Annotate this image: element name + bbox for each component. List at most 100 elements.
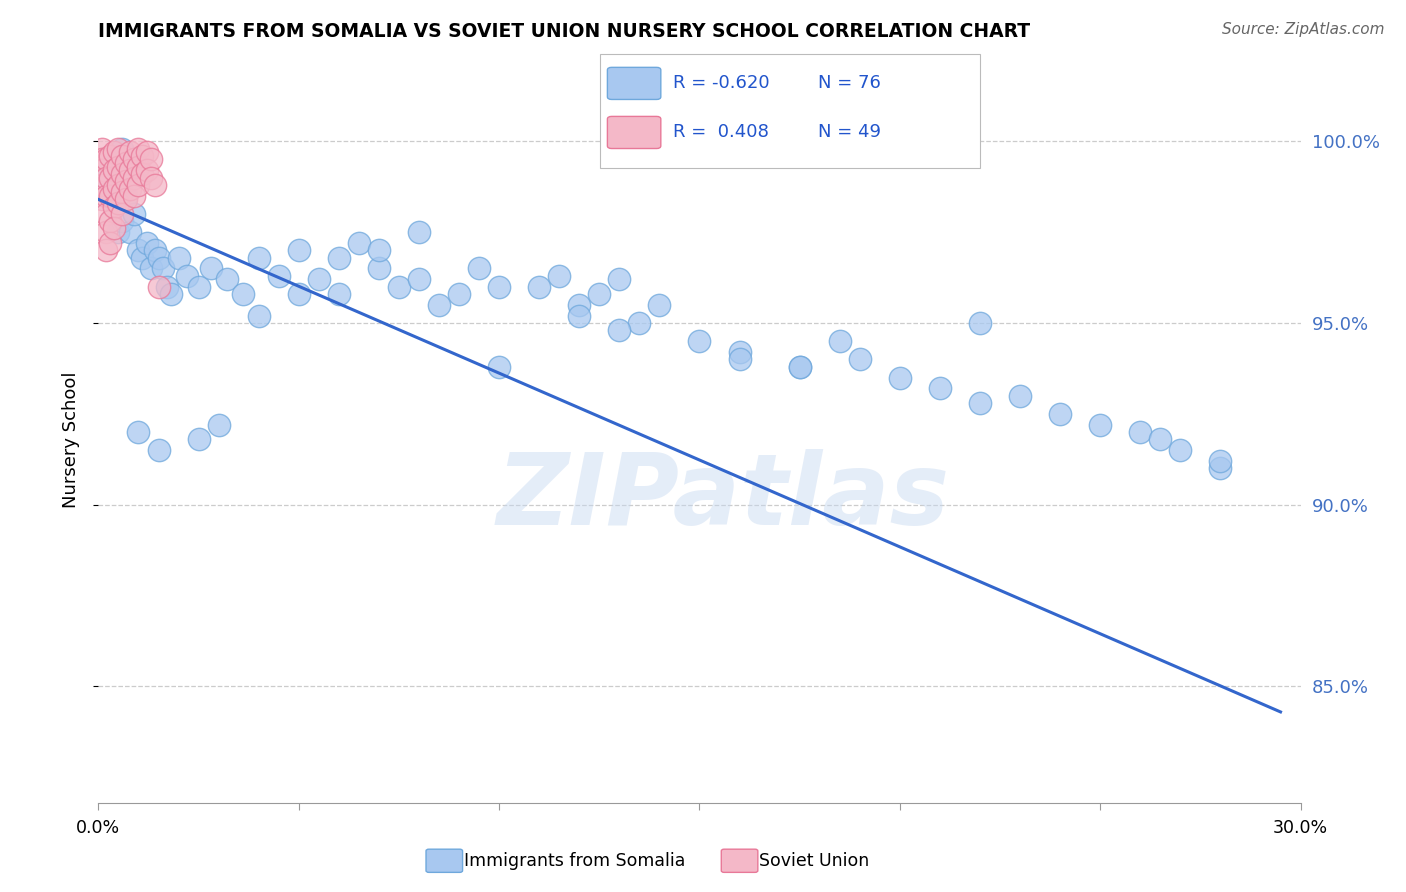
Point [609, 323, 631, 337]
Point [208, 417, 231, 432]
Point [124, 207, 146, 221]
Point [103, 181, 125, 195]
Point [588, 287, 610, 301]
Point [1209, 454, 1232, 468]
Point [548, 268, 571, 283]
Point [111, 185, 134, 199]
Point [143, 178, 166, 192]
Point [232, 287, 254, 301]
Point [111, 149, 134, 163]
Point [128, 244, 150, 258]
Point [91, 178, 114, 192]
Point [1209, 461, 1232, 475]
Y-axis label: Nursery School: Nursery School [62, 371, 80, 508]
Point [115, 156, 138, 170]
Point [96, 244, 118, 258]
Point [91, 163, 114, 178]
Point [128, 160, 150, 174]
Point [139, 261, 162, 276]
Point [628, 316, 651, 330]
Point [103, 163, 125, 178]
Text: R = -0.620: R = -0.620 [673, 74, 770, 93]
Text: 30.0%: 30.0% [1272, 819, 1329, 837]
Text: R =  0.408: R = 0.408 [673, 123, 769, 142]
Point [609, 272, 631, 286]
Point [328, 251, 350, 265]
Point [288, 244, 311, 258]
Point [152, 261, 174, 276]
Point [200, 261, 222, 276]
Text: N = 76: N = 76 [818, 74, 882, 93]
Point [1088, 417, 1111, 432]
Point [103, 200, 125, 214]
Point [103, 178, 125, 192]
Point [96, 170, 118, 185]
Point [131, 251, 153, 265]
Point [155, 279, 177, 293]
Point [828, 334, 851, 348]
Point [111, 167, 134, 181]
Point [100, 160, 122, 174]
Point [408, 272, 430, 286]
Point [107, 153, 129, 167]
Point [1129, 425, 1152, 439]
Point [148, 443, 170, 458]
Point [103, 221, 125, 235]
Point [91, 193, 114, 207]
Point [1149, 432, 1171, 446]
Point [159, 287, 181, 301]
Point [215, 272, 238, 286]
Point [128, 142, 150, 156]
Point [789, 359, 811, 374]
Point [187, 432, 209, 446]
Point [124, 188, 146, 202]
Point [120, 225, 142, 239]
Text: IMMIGRANTS FROM SOMALIA VS SOVIET UNION NURSERY SCHOOL CORRELATION CHART: IMMIGRANTS FROM SOMALIA VS SOVIET UNION … [98, 22, 1031, 41]
Point [529, 279, 551, 293]
Point [100, 149, 122, 163]
Point [368, 244, 391, 258]
Point [728, 345, 751, 359]
Text: ZIPatlas: ZIPatlas [496, 449, 950, 546]
Point [111, 142, 134, 156]
Point [488, 359, 510, 374]
Point [148, 251, 170, 265]
Point [131, 149, 153, 163]
Point [139, 153, 162, 167]
Point [96, 188, 118, 202]
Point [96, 153, 118, 167]
Point [107, 142, 129, 156]
Point [120, 181, 142, 195]
Point [96, 225, 118, 239]
Point [889, 370, 911, 384]
Point [135, 145, 157, 160]
Point [111, 207, 134, 221]
Point [789, 359, 811, 374]
Point [131, 167, 153, 181]
Point [368, 261, 391, 276]
Point [1170, 443, 1192, 458]
Point [100, 170, 122, 185]
Point [107, 160, 129, 174]
Point [115, 174, 138, 188]
Point [247, 251, 270, 265]
Text: N = 49: N = 49 [818, 123, 882, 142]
Point [388, 279, 411, 293]
Point [115, 188, 138, 202]
Point [143, 244, 166, 258]
Point [468, 261, 491, 276]
Point [849, 352, 872, 367]
Point [488, 279, 510, 293]
Point [91, 153, 114, 167]
Point [689, 334, 711, 348]
Point [308, 272, 330, 286]
Point [648, 298, 671, 312]
Point [100, 188, 122, 202]
Point [447, 287, 470, 301]
Text: Immigrants from Somalia: Immigrants from Somalia [464, 852, 685, 870]
Point [107, 178, 129, 192]
Point [91, 142, 114, 156]
Point [167, 251, 190, 265]
Point [1049, 407, 1071, 421]
Point [96, 170, 118, 185]
